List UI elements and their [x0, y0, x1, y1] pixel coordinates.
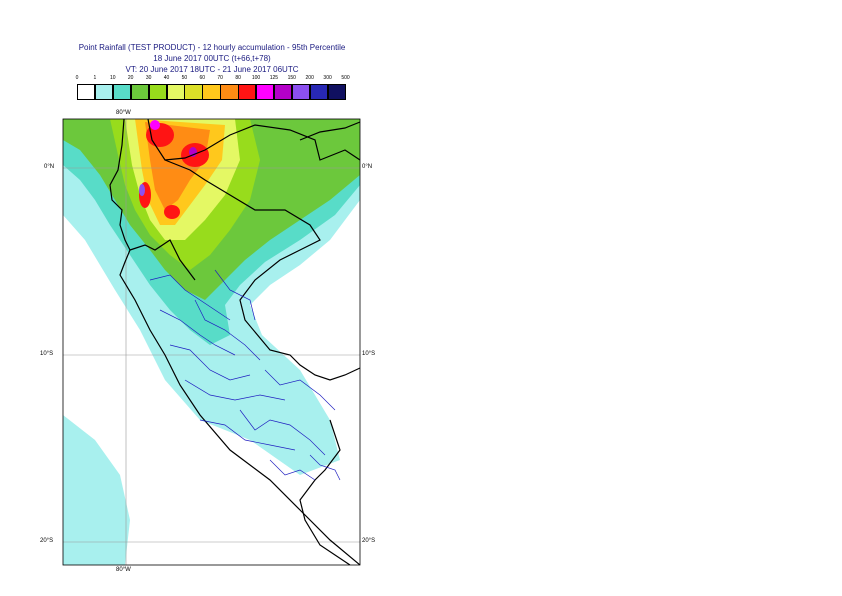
rainfall-cell-100mm-south	[164, 205, 180, 219]
lon-label-bottom: 80°W	[116, 567, 131, 573]
rainfall-band-1mm-ocean	[63, 415, 130, 565]
legend-swatch	[256, 84, 275, 100]
legend-swatch	[291, 84, 311, 100]
legend-swatch	[238, 84, 257, 100]
rainfall-core-125mm-north	[150, 120, 160, 130]
legend-tick-label: 30	[145, 75, 152, 81]
legend-swatch	[77, 84, 96, 100]
lat-label-10s-right: 10°S	[362, 351, 376, 357]
legend-swatch	[184, 84, 203, 100]
map-frame	[62, 118, 361, 566]
country-boundaries	[109, 119, 360, 565]
lat-label-0-right: 0°N	[362, 164, 373, 170]
legend-tick-label: 20	[127, 75, 134, 81]
legend-tick-label: 60	[199, 75, 206, 81]
legend-swatch	[327, 84, 346, 100]
forecast-run-time: 18 June 2017 00UTC (t+66,t+78)	[153, 54, 271, 63]
lat-label-10s: 10°S	[40, 351, 54, 357]
legend-tick-label: 10	[110, 75, 116, 81]
legend-tick-label: 50	[181, 75, 188, 81]
regional-boundaries	[149, 269, 341, 481]
legend-tick-label: 1	[93, 75, 97, 81]
legend-tick-label: 150	[287, 75, 296, 81]
map-title: Point Rainfall (TEST PRODUCT) - 12 hourl…	[78, 43, 346, 52]
legend-tick-label: 0	[75, 75, 79, 81]
legend-swatch	[309, 84, 329, 100]
legend-swatch	[220, 84, 239, 100]
rainfall-field	[63, 119, 360, 565]
legend-tick-label: 40	[163, 75, 170, 81]
legend-swatch	[273, 84, 293, 100]
legend-swatch	[202, 84, 221, 100]
legend-tick-label: 100	[251, 75, 261, 81]
legend-tick-label: 300	[323, 75, 332, 81]
legend-tick-label: 125	[269, 75, 279, 81]
legend-swatch	[112, 84, 132, 100]
legend-swatch	[94, 84, 114, 100]
lat-label-20s: 20°S	[40, 538, 54, 544]
validity-time: VT: 20 June 2017 18UTC - 21 June 2017 06…	[125, 65, 299, 74]
legend-tick-label: 80	[235, 75, 241, 81]
rainfall-core-200mm-coast	[139, 184, 145, 196]
legend-swatch	[148, 84, 167, 100]
legend-tick-label: 200	[305, 75, 314, 81]
legend-swatch	[130, 84, 150, 100]
rainfall-cell-100mm-north	[146, 123, 174, 147]
legend-swatch	[166, 84, 185, 100]
legend-tick-label: 70	[217, 75, 223, 81]
lat-label-0: 0°N	[44, 164, 55, 170]
lon-label-top: 80°W	[116, 110, 131, 116]
lat-label-20s-right: 20°S	[362, 538, 376, 544]
legend-tick-label: 500	[341, 75, 350, 81]
graticule	[63, 119, 360, 565]
